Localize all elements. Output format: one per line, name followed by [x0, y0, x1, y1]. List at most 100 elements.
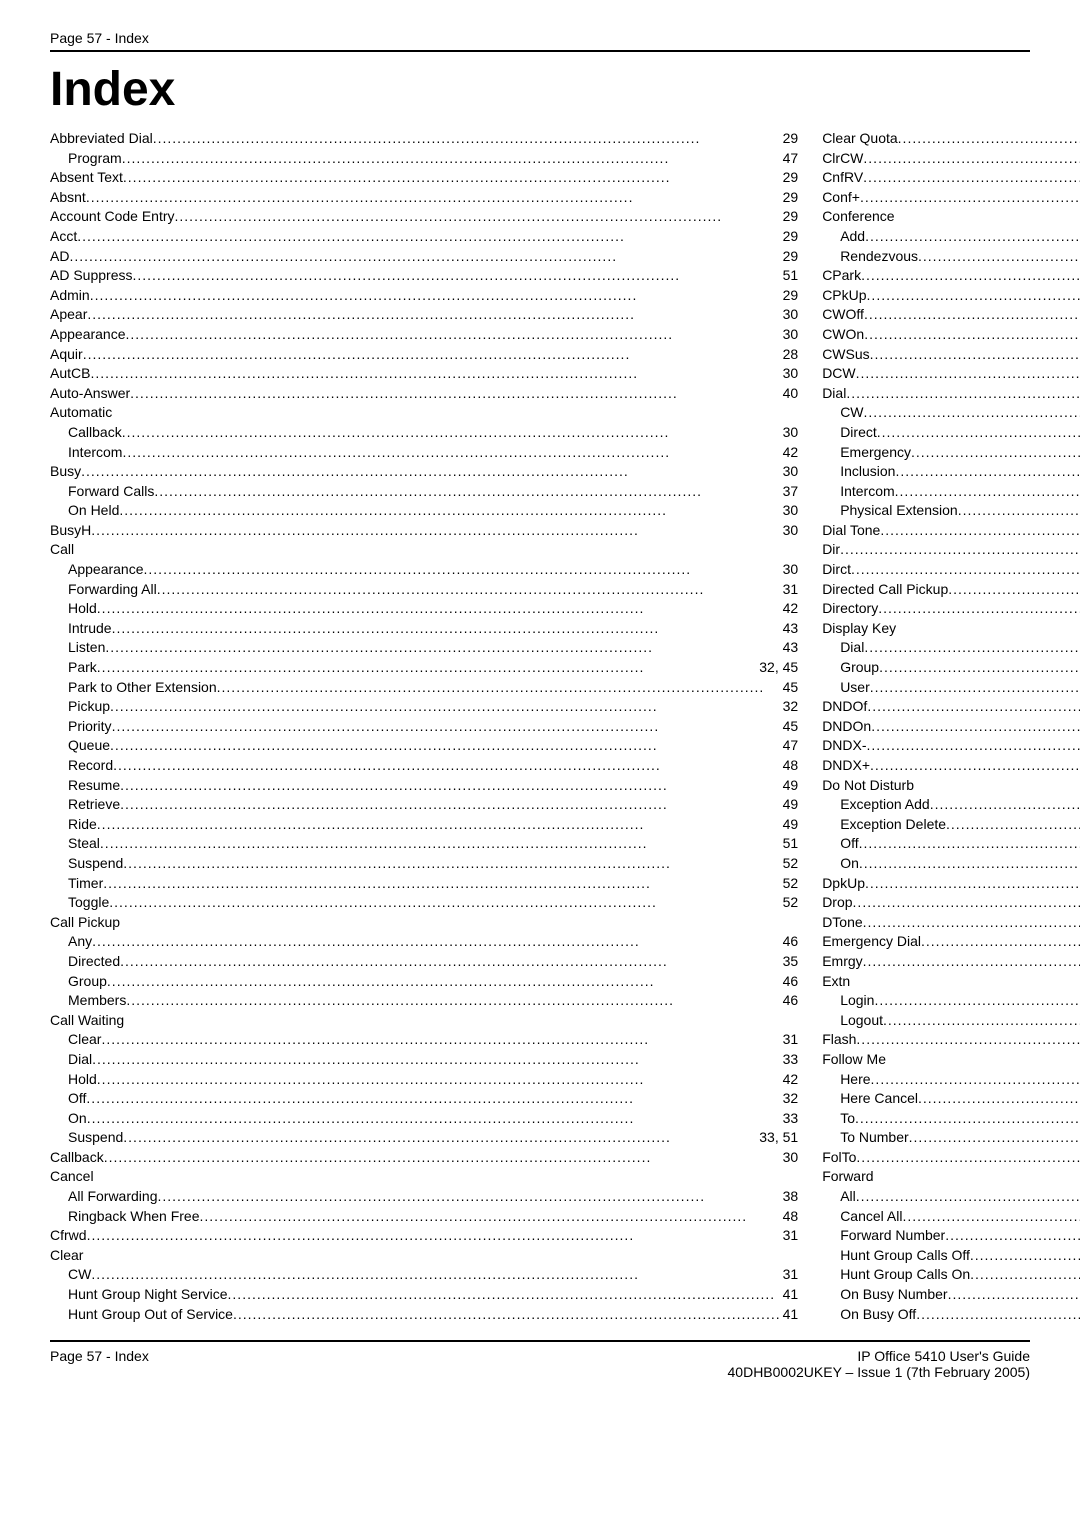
entry-dots [918, 1089, 1080, 1109]
entry-label: Hunt Group Calls Off [840, 1246, 970, 1266]
index-entry: CnfRV31 [822, 168, 1080, 188]
entry-page: 29 [781, 168, 799, 188]
index-entry: All31 [822, 1187, 1080, 1207]
entry-label: DNDOf [822, 697, 867, 717]
index-entry: Physical Extension46 [822, 501, 1080, 521]
index-entry: Exception Delete35 [822, 815, 1080, 835]
entry-page: 29 [781, 286, 799, 306]
index-entry: Cfrwd 31 [50, 1226, 798, 1246]
entry-page: 38 [781, 1187, 799, 1207]
entry-dots [851, 560, 1080, 580]
index-entry: Off32 [50, 1089, 798, 1109]
entry-dots [69, 247, 780, 267]
footer-guide-title: IP Office 5410 User's Guide [728, 1348, 1030, 1364]
entry-label: Callback [68, 423, 122, 443]
entry-label: Absnt [50, 188, 86, 208]
entry-dots [91, 521, 780, 541]
entry-label: CPkUp [822, 286, 866, 306]
entry-page: 30 [781, 560, 799, 580]
entry-label: Clear [50, 1246, 83, 1266]
entry-page: 49 [781, 815, 799, 835]
entry-dots [856, 1148, 1080, 1168]
entry-label: Extn [822, 972, 850, 992]
index-entry: Hunt Group Calls Off38 [822, 1246, 1080, 1266]
index-entry: Call Waiting [50, 1011, 798, 1031]
entry-dots [200, 1207, 781, 1227]
index-entry: DNDX+35 [822, 756, 1080, 776]
index-entry: Add31 [822, 227, 1080, 247]
index-entry: Hunt Group Night Service41 [50, 1285, 798, 1305]
entry-label: BusyH [50, 521, 91, 541]
index-entry: Absent Text29 [50, 168, 798, 188]
entry-page: 29 [781, 207, 799, 227]
index-entry: Cancel All38 [822, 1207, 1080, 1227]
index-entry: Conference [822, 207, 1080, 227]
entry-label: On Busy Number [840, 1285, 947, 1305]
entry-label: Here Cancel [840, 1089, 918, 1109]
entry-dots [120, 795, 780, 815]
entry-dots [122, 443, 780, 463]
entry-label: Retrieve [68, 795, 120, 815]
entry-label: Park [68, 658, 97, 678]
entry-label: Auto-Answer [50, 384, 130, 404]
entry-label: Forward Calls [68, 482, 154, 502]
entry-dots [77, 227, 780, 247]
index-entry: Hold42 [50, 599, 798, 619]
entry-dots [853, 893, 1080, 913]
entry-dots [112, 717, 781, 737]
entry-dots [909, 1128, 1080, 1148]
entry-dots [855, 1109, 1080, 1129]
index-entry: Clear31 [50, 1030, 798, 1050]
entry-dots [856, 1030, 1080, 1050]
entry-dots [87, 1226, 781, 1246]
index-entry: Cancel [50, 1167, 798, 1187]
entry-page: 30 [781, 325, 799, 345]
entry-dots [97, 1070, 781, 1090]
entry-label: Group [68, 972, 107, 992]
index-entry: Hunt Group Out of Service41 [50, 1305, 798, 1325]
entry-label: Here [840, 1070, 870, 1090]
entry-label: User [840, 678, 870, 698]
index-entry: Priority45 [50, 717, 798, 737]
entry-dots [123, 1128, 757, 1148]
entry-page: 32 [781, 1089, 799, 1109]
entry-label: Follow Me [822, 1050, 886, 1070]
entry-dots [90, 364, 780, 384]
index-entry: Conf+31 [822, 188, 1080, 208]
entry-label: Record [68, 756, 113, 776]
index-entry: On Busy Off37 [822, 1305, 1080, 1325]
entry-dots [840, 540, 1080, 560]
index-column-1: Clear Quota47ClrCW31CnfRV31Conf+31Confer… [822, 129, 1080, 1324]
entry-page: 29 [781, 247, 799, 267]
entry-label: Hold [68, 599, 97, 619]
index-entry: Forward [822, 1167, 1080, 1187]
index-entry: Callback30 [50, 1148, 798, 1168]
entry-label: FolTo [822, 1148, 856, 1168]
index-entry: Suspend52 [50, 854, 798, 874]
entry-label: Inclusion [840, 462, 895, 482]
entry-dots [902, 1207, 1080, 1227]
entry-label: DNDX+ [822, 756, 870, 776]
index-entry: Exception Add35 [822, 795, 1080, 815]
entry-label: Timer [68, 874, 103, 894]
entry-label: Exception Add [840, 795, 930, 815]
entry-label: Cfrwd [50, 1226, 87, 1246]
entry-label: Suspend [68, 854, 123, 874]
entry-label: Physical Extension [840, 501, 958, 521]
index-entry: Steal51 [50, 834, 798, 854]
entry-label: Call [50, 540, 74, 560]
entry-dots [870, 678, 1080, 698]
index-entry: AD Suppress51 [50, 266, 798, 286]
entry-label: Admin [50, 286, 90, 306]
entry-dots [217, 678, 781, 698]
entry-dots [856, 364, 1080, 384]
entry-label: Directed Call Pickup [822, 580, 948, 600]
entry-label: Directory [822, 599, 878, 619]
entry-dots [870, 756, 1080, 776]
entry-page: 46 [781, 972, 799, 992]
index-entry: Intercom42 [50, 443, 798, 463]
entry-label: Clear [68, 1030, 101, 1050]
entry-dots [911, 443, 1080, 463]
entry-dots [120, 952, 780, 972]
entry-page: 31 [781, 1226, 799, 1246]
